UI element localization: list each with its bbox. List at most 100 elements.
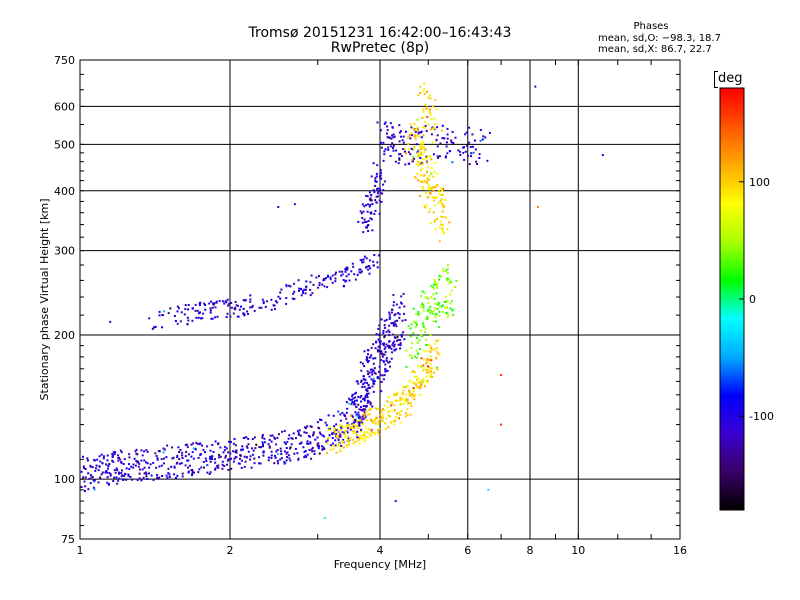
data-point — [446, 127, 449, 130]
data-point — [440, 305, 443, 308]
data-point — [403, 312, 405, 315]
data-point — [370, 175, 373, 178]
data-point — [263, 437, 266, 440]
data-point — [419, 387, 422, 390]
data-point — [319, 433, 322, 436]
data-point — [184, 304, 187, 307]
colorbar-slice — [720, 336, 744, 338]
data-point — [430, 128, 432, 131]
data-point — [273, 436, 276, 439]
colorbar-slice — [720, 116, 744, 118]
data-point — [135, 459, 138, 462]
data-point — [406, 385, 409, 388]
data-point — [423, 358, 426, 361]
colorbar-slice — [720, 119, 744, 121]
data-point — [120, 461, 123, 464]
x-tick-label: 4 — [377, 544, 384, 557]
data-point — [413, 157, 416, 160]
colorbar-slice — [720, 210, 744, 212]
data-point — [230, 302, 233, 304]
data-point — [440, 187, 443, 190]
data-point — [366, 390, 369, 392]
data-point — [181, 475, 184, 478]
colorbar-slice — [720, 301, 744, 303]
data-point — [202, 312, 205, 315]
data-point — [368, 413, 371, 416]
data-point — [405, 365, 408, 368]
colorbar-slice — [720, 376, 744, 378]
data-point — [357, 426, 360, 429]
data-point — [212, 303, 215, 306]
colorbar-slice — [720, 321, 744, 323]
colorbar-slice — [720, 151, 744, 153]
data-point — [436, 134, 439, 137]
data-point — [270, 450, 273, 453]
data-point — [318, 452, 321, 455]
data-point — [367, 230, 370, 232]
data-point — [427, 371, 430, 374]
data-point — [233, 438, 236, 440]
data-point — [166, 476, 169, 479]
colorbar-slice — [720, 107, 744, 109]
data-point — [133, 457, 136, 460]
data-point — [367, 432, 370, 435]
data-point — [435, 108, 438, 110]
data-point — [424, 206, 427, 209]
data-point — [432, 175, 435, 178]
data-point — [378, 371, 380, 373]
data-point — [416, 378, 418, 381]
data-point — [352, 397, 355, 400]
data-point — [380, 146, 383, 149]
data-point — [446, 137, 449, 140]
data-point — [228, 302, 231, 305]
colorbar-slice — [720, 437, 744, 439]
data-point — [389, 346, 391, 349]
colorbar-slice — [720, 312, 744, 314]
data-point — [352, 432, 355, 434]
data-point — [302, 290, 305, 292]
colorbar-slice — [720, 195, 744, 197]
colorbar-slice — [720, 305, 744, 307]
colorbar-slice — [720, 448, 744, 450]
colorbar-slice — [720, 350, 744, 352]
data-point — [134, 450, 137, 453]
data-point — [100, 453, 103, 456]
data-point — [434, 316, 437, 319]
data-point — [373, 213, 376, 215]
data-point — [239, 457, 241, 460]
data-point — [415, 312, 418, 315]
colorbar-slice — [720, 244, 744, 246]
data-point — [438, 314, 441, 317]
data-point — [211, 306, 214, 309]
data-point — [196, 309, 199, 312]
data-point — [409, 394, 412, 397]
data-point — [145, 461, 147, 464]
colorbar-slice — [720, 296, 744, 298]
data-point — [419, 92, 422, 94]
data-point — [381, 355, 384, 358]
data-point — [205, 460, 208, 462]
colorbar-slice — [720, 288, 744, 290]
colorbar-slice — [720, 243, 744, 245]
data-point — [339, 419, 342, 422]
data-point — [242, 448, 244, 451]
colorbar-slice — [720, 179, 744, 181]
colorbar-slice — [720, 197, 744, 199]
data-point — [401, 394, 404, 397]
data-point — [422, 304, 425, 307]
data-point — [378, 421, 380, 424]
colorbar-slice — [720, 193, 744, 195]
data-point — [359, 416, 362, 419]
data-point — [279, 297, 282, 300]
data-point — [375, 195, 378, 198]
data-point — [316, 436, 319, 439]
data-point — [128, 463, 130, 466]
data-point — [432, 371, 435, 374]
data-point — [442, 267, 445, 270]
data-point — [355, 425, 358, 428]
colorbar-slice — [720, 373, 744, 375]
data-point — [368, 428, 371, 431]
data-point — [361, 415, 364, 418]
colorbar-slice — [720, 424, 744, 426]
data-point — [138, 462, 141, 465]
